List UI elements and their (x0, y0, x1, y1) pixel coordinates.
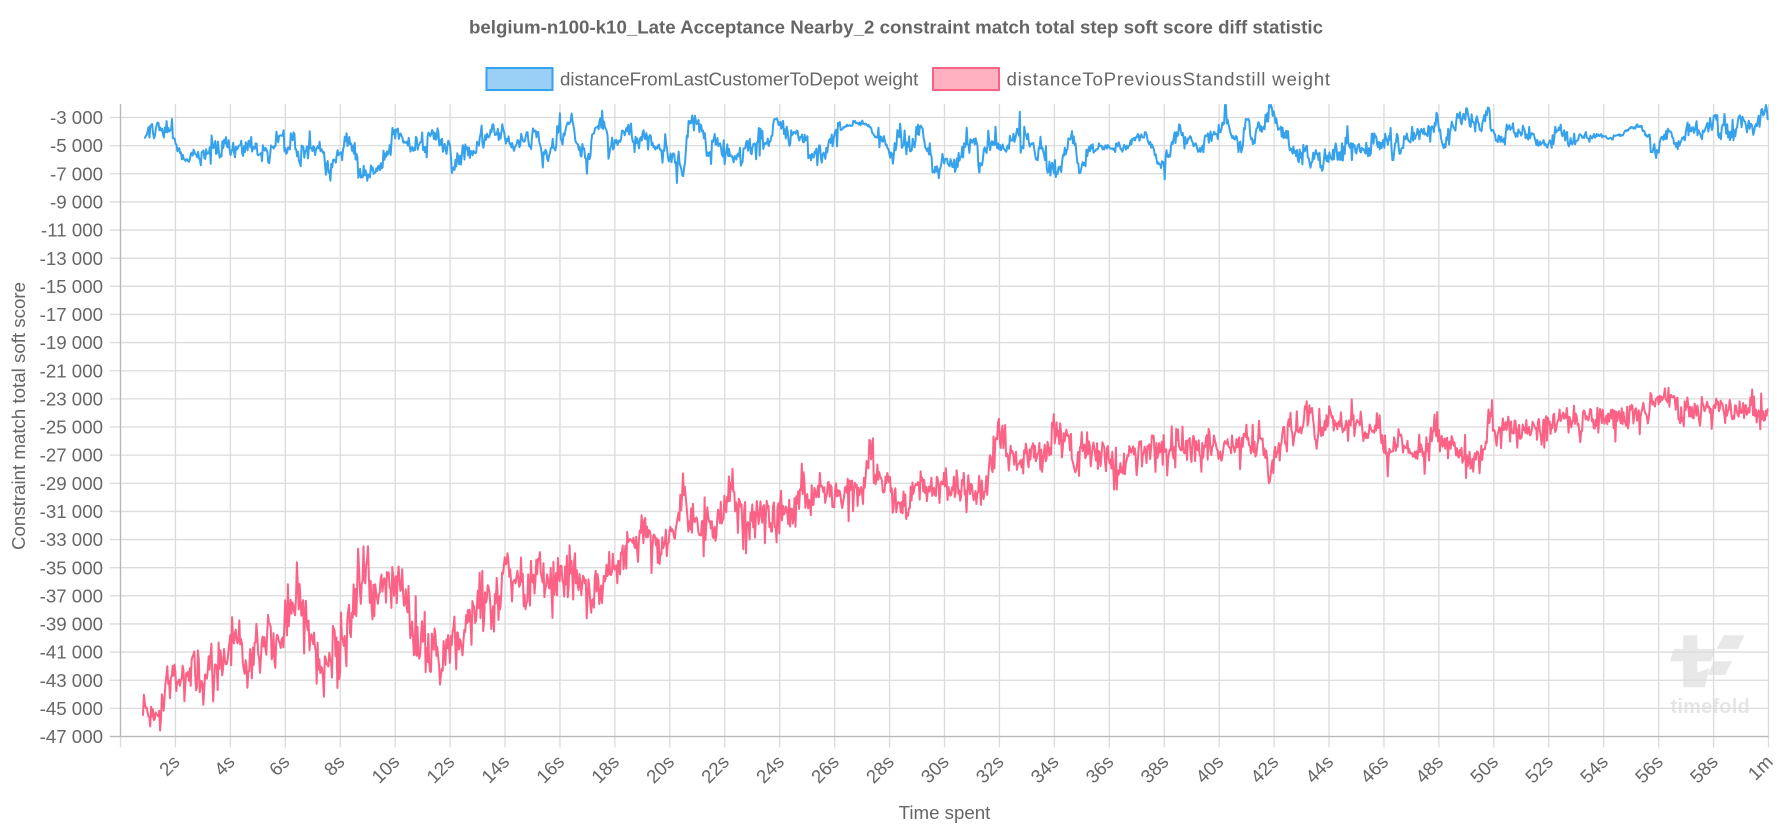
svg-text:-15 000: -15 000 (40, 276, 103, 297)
svg-text:-31 000: -31 000 (40, 501, 103, 522)
svg-text:Constraint match total soft sc: Constraint match total soft score (8, 282, 29, 550)
svg-text:-9 000: -9 000 (50, 192, 103, 213)
svg-text:-45 000: -45 000 (40, 698, 103, 719)
svg-text:-11 000: -11 000 (41, 220, 103, 241)
svg-text:-23 000: -23 000 (40, 388, 103, 409)
svg-text:-13 000: -13 000 (40, 248, 103, 269)
svg-text:timefold: timefold (1671, 696, 1750, 718)
svg-text:distanceFromLastCustomerToDepo: distanceFromLastCustomerToDepot weight (560, 69, 919, 90)
svg-text:-25 000: -25 000 (40, 417, 103, 438)
svg-text:-41 000: -41 000 (40, 642, 103, 663)
svg-text:-21 000: -21 000 (40, 360, 103, 381)
svg-text:-35 000: -35 000 (40, 557, 103, 578)
svg-text:belgium-n100-k10_Late Acceptan: belgium-n100-k10_Late Acceptance Nearby_… (469, 17, 1323, 38)
svg-text:-7 000: -7 000 (50, 163, 103, 184)
svg-text:-43 000: -43 000 (40, 670, 103, 691)
svg-text:-47 000: -47 000 (40, 726, 103, 747)
svg-text:-39 000: -39 000 (40, 614, 103, 635)
svg-text:-19 000: -19 000 (40, 332, 103, 353)
svg-text:-17 000: -17 000 (40, 304, 103, 325)
svg-text:-3 000: -3 000 (50, 107, 103, 128)
svg-text:Time spent: Time spent (899, 802, 992, 823)
svg-text:-37 000: -37 000 (40, 585, 103, 606)
svg-text:-29 000: -29 000 (40, 473, 103, 494)
svg-text:distanceToPreviousStandstill w: distanceToPreviousStandstill weight (1007, 69, 1331, 90)
svg-text:-5 000: -5 000 (50, 135, 103, 156)
svg-text:-27 000: -27 000 (40, 445, 103, 466)
svg-text:-33 000: -33 000 (40, 529, 103, 550)
